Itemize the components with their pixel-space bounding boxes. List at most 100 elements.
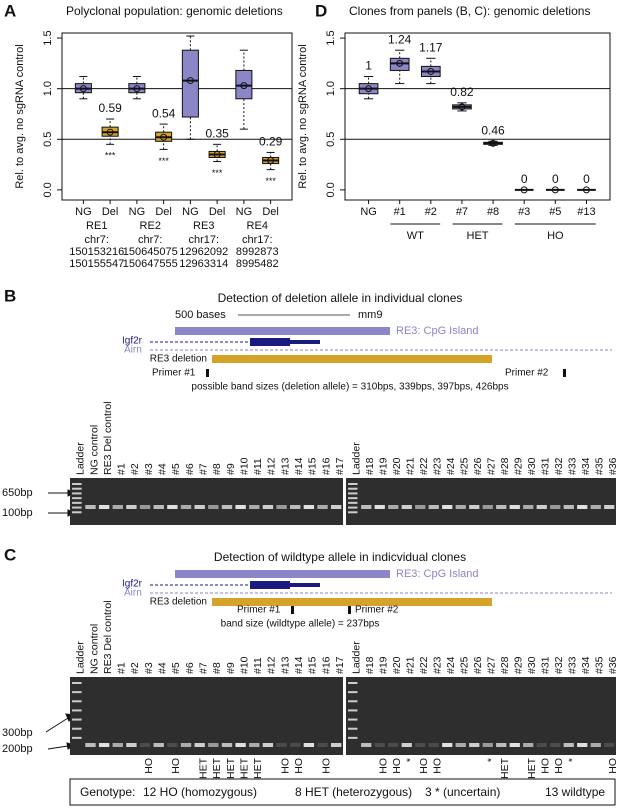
mean-label: 0 <box>521 172 528 186</box>
group-coord: 150155547 <box>69 258 124 270</box>
gel-band <box>208 505 219 509</box>
marker-label: 100bp <box>2 507 33 519</box>
gel-band <box>415 505 426 509</box>
gel-band <box>98 505 110 509</box>
lane-label: Ladder <box>351 641 363 674</box>
genotype-label: HO <box>391 758 403 774</box>
genotype-label: HO <box>540 758 552 774</box>
lane-label: #31 <box>540 656 552 674</box>
lane-label: #21 <box>405 656 417 674</box>
deletion-bar <box>212 355 492 363</box>
group-label: RE1 <box>86 220 107 232</box>
gel-image <box>346 478 616 525</box>
genotype-label: HO <box>143 758 155 774</box>
lane-label: #2 <box>129 662 141 674</box>
gel-band <box>290 743 301 747</box>
marker-arrows <box>45 489 76 750</box>
gel-band <box>428 743 439 747</box>
lane-label: Ladder <box>75 641 87 674</box>
genotype-label: * <box>486 758 498 762</box>
gel-band <box>126 505 137 509</box>
primer <box>563 369 566 377</box>
gel-band <box>139 505 151 509</box>
primer-label: Primer #2 <box>355 605 399 616</box>
gel-title: Detection of deletion allele in individu… <box>218 291 463 305</box>
ladder-band <box>72 718 82 721</box>
group-coord: chr7: <box>85 234 109 246</box>
lane-label: #8 <box>211 463 223 475</box>
gel-band <box>249 743 260 747</box>
lane-label: #7 <box>197 662 209 674</box>
legend-item: 12 HO (homozygous) <box>143 785 257 799</box>
gel-band <box>303 505 315 509</box>
gel-band <box>523 505 534 509</box>
ladder-band <box>72 700 82 703</box>
panel-letter: A <box>4 1 16 20</box>
cpg-track <box>175 570 390 578</box>
mean-label: 0 <box>583 172 590 186</box>
group-coord: chr7: <box>138 234 162 246</box>
lane-label: #21 <box>405 457 417 475</box>
lane-label: #35 <box>594 457 606 475</box>
mean-label: 0.35 <box>205 127 229 141</box>
genotype-label: HO <box>418 758 430 774</box>
gel-band <box>235 743 246 747</box>
gel-band <box>208 743 219 747</box>
gel-band <box>330 743 342 747</box>
ladder-band <box>72 483 82 485</box>
gel-band <box>577 505 588 509</box>
genotype-label: HET <box>238 757 250 779</box>
lane-label: #28 <box>499 656 511 674</box>
x-tick-label: #7 <box>456 206 468 218</box>
gene-label: Igf2r <box>122 336 143 347</box>
gel-band <box>235 505 246 509</box>
lane-label: #23 <box>432 457 444 475</box>
ladder-band <box>348 682 358 684</box>
gel-band <box>536 743 547 747</box>
genotype-label: HO <box>293 758 305 774</box>
ladder-band <box>348 483 358 485</box>
x-tick-label: #5 <box>549 206 561 218</box>
marker-label: 650bp <box>2 487 33 499</box>
lane-label: #19 <box>378 656 390 674</box>
lane-label: #15 <box>307 457 319 475</box>
gel-band <box>221 743 233 747</box>
gel-band <box>167 743 178 747</box>
gel-band <box>455 743 466 747</box>
gene-utr <box>290 583 320 587</box>
gel-band <box>442 743 453 747</box>
gel-band <box>249 505 260 509</box>
median-point <box>520 186 528 194</box>
ladder-band <box>72 506 82 509</box>
gel-band <box>536 505 547 509</box>
gel-band <box>374 505 385 509</box>
group-coord: chr17: <box>188 234 219 246</box>
legend-item: 8 HET (heterozygous) <box>295 785 412 799</box>
x-tick-label: NG <box>129 206 146 218</box>
gel-band <box>482 743 493 747</box>
gel-band <box>361 743 372 747</box>
ladder-band <box>348 511 358 514</box>
gel-band <box>139 743 151 747</box>
ladder-band <box>72 682 82 684</box>
median-point <box>240 82 248 90</box>
gel-band <box>442 505 453 509</box>
lane-label: #10 <box>238 457 250 475</box>
lane-label: #18 <box>364 656 376 674</box>
genotype-label: HO <box>279 758 291 774</box>
gel-band <box>496 743 507 747</box>
y-axis-label: Rel. to avg. no sgRNA control <box>297 44 309 188</box>
ladder-band <box>348 492 358 495</box>
lane-label: #6 <box>184 662 196 674</box>
lane-label: #14 <box>293 457 305 475</box>
median-point <box>582 186 590 194</box>
x-tick-label: #1 <box>394 206 406 218</box>
median-point <box>106 128 114 136</box>
ladder-band <box>348 718 358 721</box>
genotype-label: HET <box>526 757 538 779</box>
group-label: HET <box>467 230 489 242</box>
gel-band <box>262 505 274 509</box>
assembly: mm9 <box>358 309 382 321</box>
cpg-track <box>175 327 390 335</box>
gel-band <box>317 743 328 747</box>
